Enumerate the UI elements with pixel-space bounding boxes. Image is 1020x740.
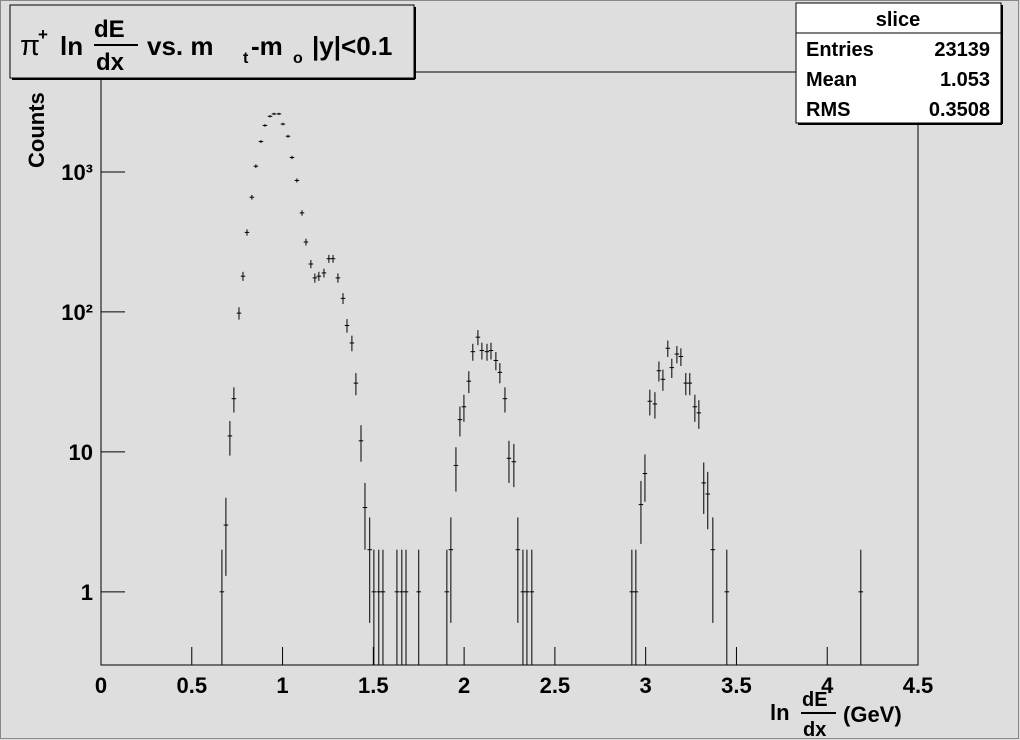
y-tick-label: 10³	[61, 160, 93, 185]
x-label-den: dx	[803, 719, 826, 740]
x-tick-label: 3	[640, 673, 652, 698]
title-sub-t: t	[243, 50, 249, 67]
stats-label: Entries	[806, 39, 874, 61]
title-fraction-den: dx	[96, 49, 125, 76]
x-tick-label: 4	[821, 673, 834, 698]
x-tick-label: 3.5	[721, 673, 752, 698]
y-tick-label: 10	[69, 440, 93, 465]
title-minus: -m	[251, 31, 283, 61]
stats-name: slice	[876, 9, 920, 31]
x-tick-label: 4.5	[903, 673, 934, 698]
x-tick-label: 0.5	[176, 673, 207, 698]
title-sub-o: o	[293, 50, 303, 67]
axes: 0 0.5 1 1.5 2 2.5 3 3.5 4 4.5 1 10 10² 10³	[61, 160, 933, 698]
title-mid: vs. m	[147, 31, 214, 61]
stats-value: 1.053	[940, 69, 990, 91]
y-tick-label: 10²	[61, 300, 93, 325]
x-tick-label: 1.5	[358, 673, 389, 698]
y-tick-label: 1	[81, 580, 93, 605]
x-tick-label: 2	[458, 673, 470, 698]
stats-label: Mean	[806, 69, 857, 91]
x-label-ln: ln	[770, 700, 790, 725]
title-fraction-num: dE	[94, 16, 125, 43]
title-charge: +	[38, 25, 48, 44]
stats-value: 0.3508	[929, 99, 990, 121]
title-pi: π	[20, 30, 40, 62]
x-tick-label: 1	[276, 673, 288, 698]
plot-area	[219, 112, 864, 665]
stats-value: 23139	[934, 39, 990, 61]
x-label-unit: (GeV)	[843, 702, 902, 727]
x-tick-label: 2.5	[540, 673, 571, 698]
plot-frame	[100, 71, 919, 666]
title-tail: |y|<0.1	[312, 31, 392, 61]
stats-label: RMS	[806, 99, 850, 121]
title-ln: ln	[60, 31, 83, 61]
y-label: Counts	[24, 92, 49, 168]
x-tick-label: 0	[95, 673, 107, 698]
x-label-num: dE	[802, 689, 828, 711]
